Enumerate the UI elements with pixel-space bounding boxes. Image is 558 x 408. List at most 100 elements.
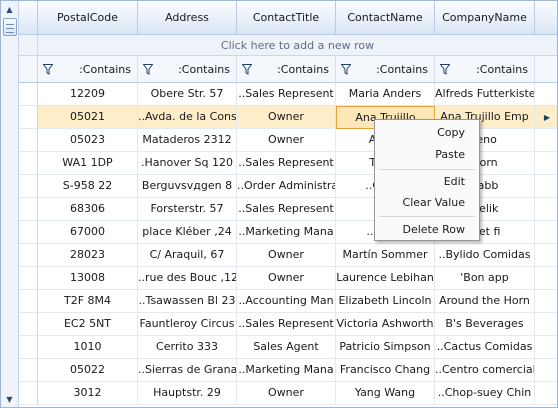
cell-companyname[interactable]: B's Beverages — [435, 313, 535, 336]
funnel-icon[interactable] — [341, 63, 351, 75]
column-header-address[interactable]: Address — [138, 1, 237, 35]
cell-contacttitle[interactable]: Owner — [237, 382, 336, 405]
vertical-scrollbar[interactable]: ▲ ▼ — [1, 1, 19, 407]
cell-address[interactable]: place Kléber ,24 — [138, 221, 237, 244]
cell-contacttitle[interactable]: ..Accounting Man — [237, 290, 336, 313]
cell-companyname[interactable]: ..Cactus Comidas — [435, 336, 535, 359]
cell-contacttitle[interactable]: ..Order Administra — [237, 175, 336, 198]
cell-postalcode[interactable]: 67000 — [38, 221, 138, 244]
cell-postalcode[interactable]: 13008 — [38, 267, 138, 290]
filter-cell-contactname[interactable]: :Contains — [336, 56, 435, 83]
cell-contacttitle[interactable]: ..Sales Represent — [237, 83, 336, 106]
row-indicator[interactable] — [19, 175, 38, 198]
cell-contactname[interactable]: Patricio Simpson — [336, 336, 435, 359]
filter-cell-address[interactable]: :Contains — [138, 56, 237, 83]
funnel-icon[interactable] — [143, 63, 153, 75]
column-header-companyname[interactable]: CompanyName — [435, 1, 535, 35]
row-indicator[interactable] — [19, 129, 38, 152]
menu-item-edit[interactable]: Edit — [443, 175, 465, 188]
cell-address[interactable]: Forsterstr. 57 — [138, 198, 237, 221]
cell-address[interactable]: ..Sierras de Grana — [138, 359, 237, 382]
cell-address[interactable]: Cerrito 333 — [138, 336, 237, 359]
cell-contactname[interactable]: Elizabeth Lincoln — [336, 290, 435, 313]
column-header-contactname[interactable]: ContactName — [336, 1, 435, 35]
cell-address[interactable]: Obere Str. 57 — [138, 83, 237, 106]
menu-item-copy[interactable]: Copy — [437, 126, 465, 139]
header-corner — [19, 1, 38, 35]
cell-postalcode[interactable]: 12209 — [38, 83, 138, 106]
cell-postalcode[interactable]: EC2 5NT — [38, 313, 138, 336]
cell-contactname[interactable]: Yang Wang — [336, 382, 435, 405]
cell-postalcode[interactable]: T2F 8M4 — [38, 290, 138, 313]
cell-postalcode[interactable]: 68306 — [38, 198, 138, 221]
context-menu: Copy Paste Edit Clear Value Delete Row — [374, 119, 480, 241]
cell-address[interactable]: ..Tsawassen Bl 23 — [138, 290, 237, 313]
cell-postalcode[interactable]: 28023 — [38, 244, 138, 267]
cell-postalcode[interactable]: 05023 — [38, 129, 138, 152]
cell-contacttitle[interactable]: ..Sales Represent — [237, 152, 336, 175]
column-header-contacttitle[interactable]: ContactTitle — [237, 1, 336, 35]
row-indicator[interactable] — [19, 336, 38, 359]
filter-cell-postalcode[interactable]: :Contains — [38, 56, 138, 83]
column-header-postalcode[interactable]: PostalCode — [38, 1, 138, 35]
cell-address[interactable]: Fauntleroy Circus — [138, 313, 237, 336]
cell-address[interactable]: Mataderos 2312 — [138, 129, 237, 152]
scroll-down-icon[interactable]: ▼ — [6, 394, 13, 404]
row-indicator[interactable] — [19, 83, 38, 106]
cell-companyname[interactable]: ..Bylido Comidas — [435, 244, 535, 267]
row-indicator[interactable] — [19, 313, 38, 336]
cell-address[interactable]: Hauptstr. 29 — [138, 382, 237, 405]
row-indicator[interactable] — [19, 244, 38, 267]
cell-contacttitle[interactable]: ..Sales Represent — [237, 313, 336, 336]
cell-companyname[interactable]: 'Bon app — [435, 267, 535, 290]
cell-companyname[interactable]: Around the Horn — [435, 290, 535, 313]
cell-contacttitle[interactable]: ..Marketing Mana — [237, 359, 336, 382]
cell-contactname[interactable]: Martín Sommer — [336, 244, 435, 267]
scroll-up-icon[interactable]: ▲ — [6, 4, 13, 14]
row-filler — [535, 290, 557, 313]
cell-companyname[interactable]: ..Centro comercial — [435, 359, 535, 382]
cell-postalcode[interactable]: 1010 — [38, 336, 138, 359]
row-indicator[interactable] — [19, 198, 38, 221]
cell-contactname[interactable]: Victoria Ashworth — [336, 313, 435, 336]
cell-address[interactable]: ..Avda. de la Cons — [138, 106, 237, 129]
cell-companyname[interactable]: Alfreds Futterkiste — [435, 83, 535, 106]
row-indicator[interactable] — [19, 267, 38, 290]
row-indicator[interactable] — [19, 359, 38, 382]
filter-cell-companyname[interactable]: :Contains — [435, 56, 535, 83]
cell-contacttitle[interactable]: ..Sales Represent — [237, 198, 336, 221]
cell-contactname[interactable]: Francisco Chang — [336, 359, 435, 382]
filter-cell-contacttitle[interactable]: :Contains — [237, 56, 336, 83]
cell-postalcode[interactable]: 05022 — [38, 359, 138, 382]
funnel-icon[interactable] — [43, 63, 53, 75]
cell-contactname[interactable]: Maria Anders — [336, 83, 435, 106]
cell-postalcode[interactable]: 3012 — [38, 382, 138, 405]
cell-companyname[interactable]: ..Chop-suey Chin — [435, 382, 535, 405]
funnel-icon[interactable] — [242, 63, 252, 75]
cell-postalcode[interactable]: 05021 — [38, 106, 138, 129]
menu-item-delete-row[interactable]: Delete Row — [402, 223, 465, 236]
cell-contacttitle[interactable]: ..Marketing Mana — [237, 221, 336, 244]
cell-address[interactable]: C/ Araquil, 67 — [138, 244, 237, 267]
cell-contacttitle[interactable]: Owner — [237, 106, 336, 129]
cell-address[interactable]: Berguvsvдgen 8 — [138, 175, 237, 198]
menu-item-clear-value[interactable]: Clear Value — [402, 196, 465, 209]
menu-item-paste[interactable]: Paste — [435, 148, 465, 161]
row-indicator[interactable] — [19, 106, 38, 129]
cell-address[interactable]: .Hanover Sq 120 — [138, 152, 237, 175]
cell-contacttitle[interactable]: Sales Agent — [237, 336, 336, 359]
row-indicator[interactable] — [19, 221, 38, 244]
row-indicator[interactable] — [19, 290, 38, 313]
cell-postalcode[interactable]: WA1 1DP — [38, 152, 138, 175]
cell-contacttitle[interactable]: Owner — [237, 129, 336, 152]
row-indicator[interactable] — [19, 382, 38, 405]
funnel-icon[interactable] — [440, 63, 450, 75]
row-indicator[interactable] — [19, 152, 38, 175]
add-new-row[interactable]: Click here to add a new row — [38, 35, 557, 56]
cell-contacttitle[interactable]: Owner — [237, 244, 336, 267]
cell-postalcode[interactable]: S-958 22 — [38, 175, 138, 198]
cell-contacttitle[interactable]: Owner — [237, 267, 336, 290]
scrollbar-thumb[interactable] — [3, 18, 17, 36]
cell-contactname[interactable]: Laurence Lebihan — [336, 267, 435, 290]
cell-address[interactable]: ..rue des Bouc ,12 — [138, 267, 237, 290]
